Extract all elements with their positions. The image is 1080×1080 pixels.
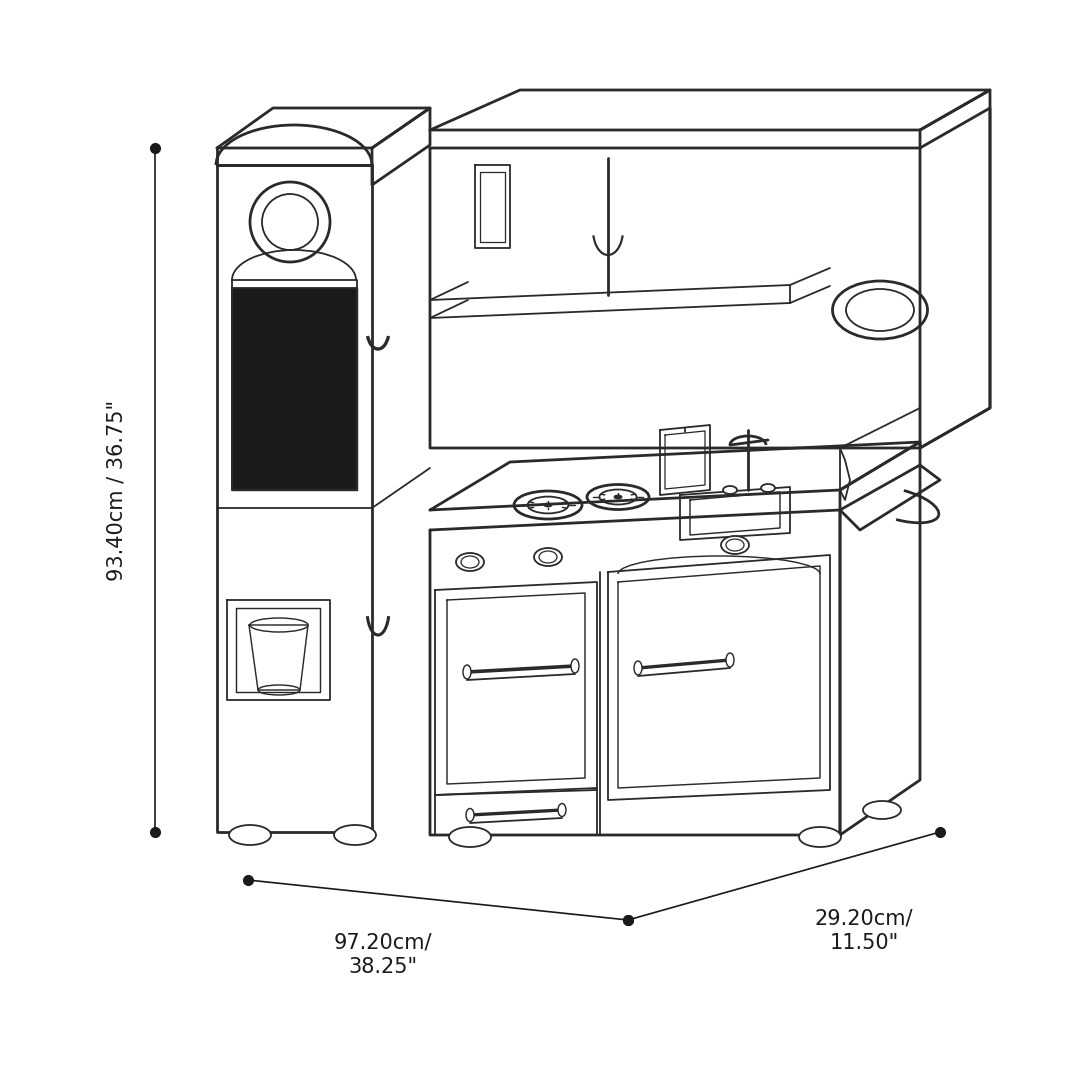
Ellipse shape [571,659,579,673]
Ellipse shape [465,809,474,822]
Ellipse shape [534,548,562,566]
Text: 29.20cm/
11.50": 29.20cm/ 11.50" [814,908,914,954]
Ellipse shape [463,665,471,679]
Polygon shape [232,288,357,490]
Ellipse shape [723,486,737,494]
Ellipse shape [615,495,622,499]
Ellipse shape [761,484,775,492]
Ellipse shape [449,827,491,847]
Ellipse shape [634,661,642,675]
Ellipse shape [721,536,750,554]
Ellipse shape [456,553,484,571]
Ellipse shape [544,503,552,507]
Ellipse shape [334,825,376,845]
Ellipse shape [558,804,566,816]
Ellipse shape [726,653,734,667]
Ellipse shape [799,827,841,847]
Ellipse shape [229,825,271,845]
Ellipse shape [863,801,901,819]
Text: 93.40cm / 36.75": 93.40cm / 36.75" [107,400,127,581]
Text: 97.20cm/
38.25": 97.20cm/ 38.25" [334,933,432,977]
